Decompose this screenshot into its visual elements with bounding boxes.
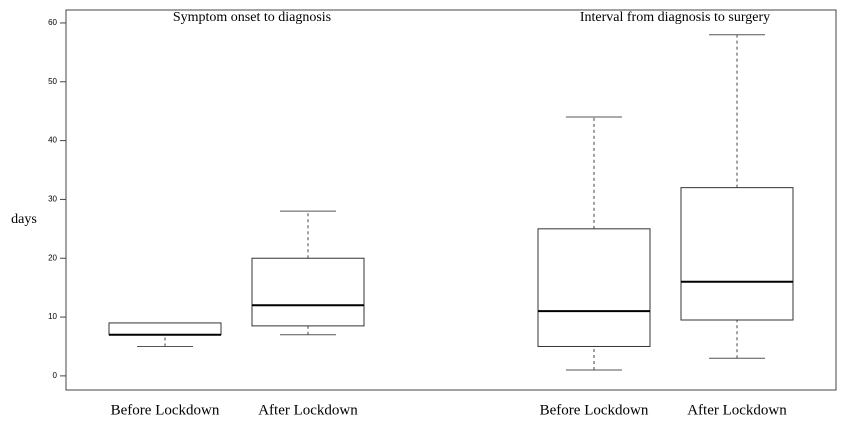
box: [108, 322, 222, 336]
x-tick-label: After Lockdown: [258, 402, 358, 418]
y-tick-label: 60: [48, 18, 57, 27]
y-axis-label: days: [11, 212, 37, 227]
box: [537, 228, 651, 347]
x-tick-label: Before Lockdown: [540, 402, 649, 418]
x-tick-label: After Lockdown: [687, 402, 787, 418]
y-tick-label: 20: [48, 253, 57, 262]
y-tick-label: 0: [53, 371, 58, 380]
x-tick-label: Before Lockdown: [111, 402, 220, 418]
y-tick-label: 10: [48, 312, 57, 321]
group-title: Interval from diagnosis to surgery: [580, 10, 770, 25]
box: [251, 257, 365, 327]
plot-frame: [65, 9, 837, 391]
group-title: Symptom onset to diagnosis: [173, 10, 331, 25]
y-tick-label: 30: [48, 195, 57, 204]
y-tick-label: 40: [48, 136, 57, 145]
box: [680, 187, 794, 321]
y-tick-label: 50: [48, 77, 57, 86]
